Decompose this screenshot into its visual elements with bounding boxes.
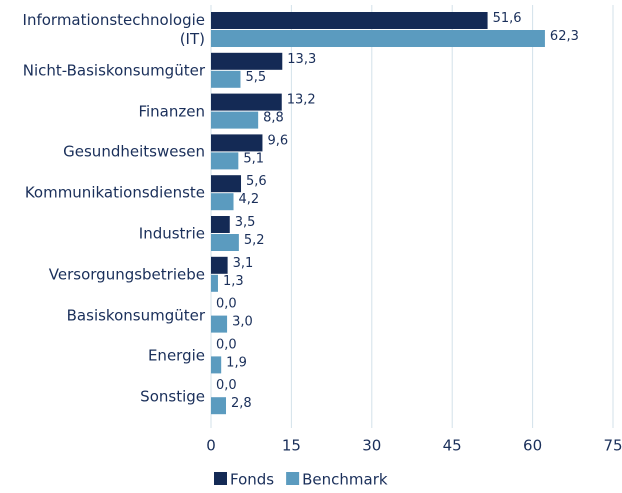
bar <box>211 30 545 47</box>
bar <box>211 152 239 170</box>
bar <box>211 134 263 152</box>
category-label: Industrie <box>138 224 205 243</box>
x-tick-label: 30 <box>362 437 381 455</box>
x-tick-label: 15 <box>282 437 301 455</box>
value-label: 13,2 <box>287 93 316 108</box>
x-tick-label: 60 <box>523 437 542 455</box>
bar <box>211 193 234 211</box>
bar <box>211 93 282 111</box>
value-label: 0,0 <box>216 337 237 352</box>
value-label: 1,3 <box>223 274 244 289</box>
bar <box>211 397 227 415</box>
bar <box>211 315 228 333</box>
value-label: 13,3 <box>287 52 316 67</box>
value-label: 0,0 <box>216 297 237 312</box>
bar <box>211 12 488 29</box>
value-label: 62,3 <box>550 29 579 44</box>
category-label: Energie <box>147 346 205 365</box>
bar <box>211 111 259 129</box>
value-label: 8,8 <box>263 111 284 126</box>
category-label: Basiskonsumgüter <box>66 306 205 325</box>
category-label: Sonstige <box>140 387 205 406</box>
bar <box>211 70 241 88</box>
bar <box>211 356 222 374</box>
category-label: Gesundheitswesen <box>63 142 205 161</box>
value-label: 3,1 <box>233 256 254 271</box>
value-label: 5,6 <box>246 174 267 189</box>
value-label: 4,2 <box>239 192 260 207</box>
x-tick-label: 45 <box>443 437 462 455</box>
category-label: Nicht-Basiskonsumgüter <box>22 61 205 80</box>
bar <box>211 216 230 233</box>
value-label: 5,5 <box>245 70 266 85</box>
bar <box>211 256 228 274</box>
category-label: Kommunikationsdienste <box>24 183 205 202</box>
value-label: 2,8 <box>231 396 252 411</box>
value-label: 3,0 <box>232 315 253 330</box>
legend-swatch <box>214 472 227 485</box>
value-label: 9,6 <box>267 133 288 148</box>
bar <box>211 234 239 251</box>
x-tick-label: 0 <box>206 437 216 455</box>
bar <box>211 52 283 70</box>
bar <box>211 274 218 292</box>
value-label: 5,1 <box>243 151 264 166</box>
legend-label: Benchmark <box>302 471 388 489</box>
value-label: 1,9 <box>226 355 247 370</box>
category-label: Informationstechnologie (IT) <box>22 11 205 48</box>
legend-swatch <box>286 472 300 485</box>
category-label: Finanzen <box>138 102 205 121</box>
bar <box>211 175 242 193</box>
category-label: Versorgungsbetriebe <box>48 265 205 284</box>
value-label: 51,6 <box>493 11 522 26</box>
value-label: 0,0 <box>216 378 237 393</box>
legend-label: Fonds <box>230 471 274 489</box>
x-tick-label: 75 <box>603 437 622 455</box>
value-label: 5,2 <box>244 233 265 248</box>
value-label: 3,5 <box>235 215 256 230</box>
